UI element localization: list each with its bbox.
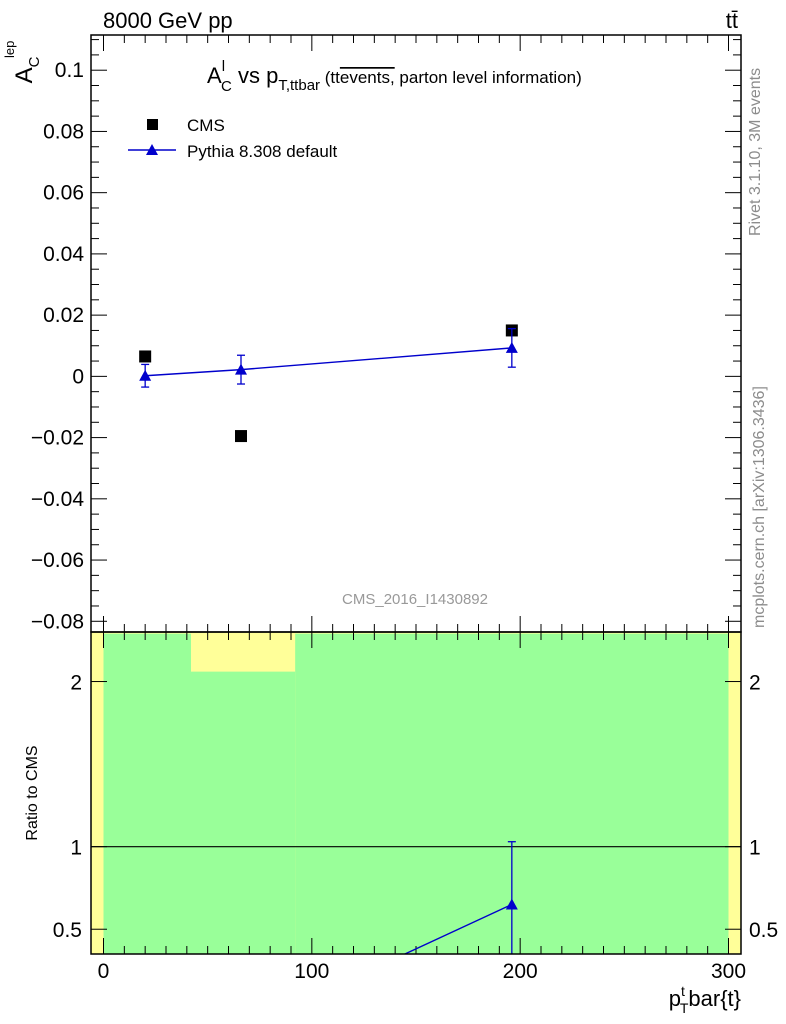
band-2 [191, 671, 296, 954]
main-ytick-label: −0.08 [31, 610, 84, 633]
main-ytick-label: 0.08 [43, 120, 84, 143]
main-ytick-label: 0.06 [43, 182, 84, 205]
legend-cms-label: CMS [187, 116, 225, 135]
ratio-y-tick-labels: 0.5 0.5 1 1 2 2 [53, 672, 778, 943]
main-ytick-label: 0.1 [55, 59, 84, 82]
main-ytick-label: −0.02 [31, 427, 84, 450]
cms-point [235, 430, 247, 443]
main-ytick-label: 0.04 [43, 243, 84, 266]
pythia-point [139, 369, 152, 381]
xtick-label: 0 [98, 960, 110, 983]
legend: CMS Pythia 8.308 default [128, 116, 338, 161]
pythia-point [235, 363, 247, 375]
legend-pythia-label: Pythia 8.308 default [187, 142, 338, 161]
ratio-uncertainty-bands [91, 632, 741, 954]
main-y-tick-labels: −0.08 −0.06 −0.04 −0.02 0 0.02 0.04 0.06 0.08 0.1 [31, 59, 84, 633]
x-tick-labels: 0 100 200 300 [98, 960, 746, 983]
xtick-label: 300 [711, 960, 746, 983]
main-ytick-label: −0.04 [31, 488, 84, 511]
main-y-axis-label: AC lep [2, 41, 43, 84]
ratio-clipped-group [403, 841, 518, 954]
svg-text:lep: lep [2, 41, 17, 58]
energy-label: 8000 GeV pp [103, 8, 233, 33]
ratio-data-marks [403, 841, 518, 954]
svg-text:AC: AC [11, 56, 43, 83]
pythia-point [505, 341, 518, 353]
ratio-ytick-label-right: 0.5 [749, 919, 778, 942]
ratio-ytick-label-right: 1 [749, 837, 761, 860]
ratio-ytick-label-left: 0.5 [53, 919, 82, 942]
plot-title: Al C vs pT,ttbar (ttevents, parton level … [207, 58, 582, 95]
main-axis-ticks [91, 35, 741, 632]
pythia-line [145, 347, 512, 377]
legend-pythia-marker [146, 144, 158, 155]
main-ytick-label: −0.06 [31, 549, 84, 572]
main-ytick-label: 0.02 [43, 304, 84, 327]
cms-point [139, 350, 152, 363]
ratio-ytick-label-right: 2 [749, 672, 761, 695]
ratio-panel-frame [90, 631, 742, 955]
rivet-label: Rivet 3.1.10, 3M events [747, 68, 764, 236]
ratio-pythia-point [505, 898, 518, 910]
ratio-pythia-line [403, 903, 513, 954]
ratio-ytick-label-left: 1 [70, 837, 82, 860]
x-axis-label: pt Tbar{t} [669, 983, 741, 1016]
mcplots-label: mcplots.cern.ch [arXiv:1306.3436] [751, 386, 768, 628]
legend-cms-marker [147, 119, 158, 130]
ratio-ytick-label-left: 2 [70, 672, 82, 695]
analysis-watermark: CMS_2016_I1430892 [342, 591, 488, 608]
ratio-y-axis-label: Ratio to CMS [24, 745, 41, 840]
band-1 [103, 633, 191, 954]
xtick-label: 200 [503, 960, 538, 983]
main-data-marks [139, 324, 518, 443]
process-label: tt̄ [726, 8, 738, 33]
main-ytick-label: 0 [72, 365, 84, 388]
xtick-label: 100 [294, 960, 329, 983]
